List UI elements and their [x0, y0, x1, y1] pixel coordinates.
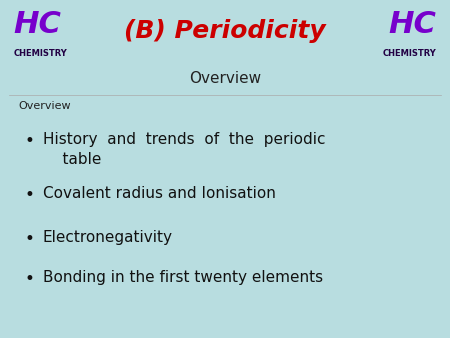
Text: CHEMISTRY: CHEMISTRY	[383, 49, 436, 58]
Text: Overview: Overview	[18, 101, 71, 112]
Text: CHEMISTRY: CHEMISTRY	[14, 49, 67, 58]
Text: •: •	[25, 132, 35, 150]
Text: Overview: Overview	[189, 71, 261, 86]
Text: Electronegativity: Electronegativity	[43, 230, 173, 245]
Text: •: •	[25, 186, 35, 204]
Text: HC: HC	[14, 10, 61, 39]
Text: •: •	[25, 230, 35, 248]
Text: •: •	[25, 270, 35, 288]
Text: Bonding in the first twenty elements: Bonding in the first twenty elements	[43, 270, 323, 285]
Text: (B) Periodicity: (B) Periodicity	[124, 19, 326, 43]
Text: HC: HC	[389, 10, 436, 39]
Text: History  and  trends  of  the  periodic
    table: History and trends of the periodic table	[43, 132, 325, 167]
Text: Covalent radius and Ionisation: Covalent radius and Ionisation	[43, 186, 275, 201]
